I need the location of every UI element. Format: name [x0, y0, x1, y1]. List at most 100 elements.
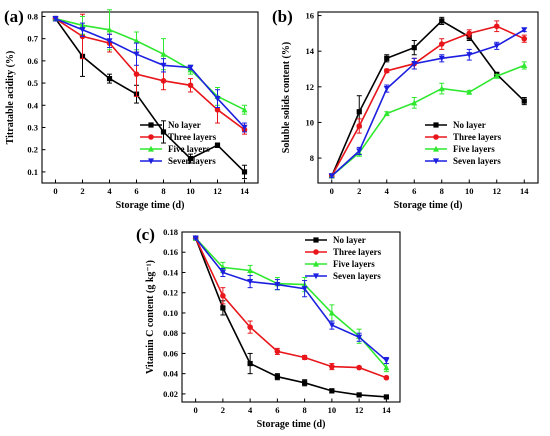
data-point — [356, 123, 363, 129]
plot-frame — [181, 231, 401, 403]
y-axis-title: Titratable acidity (%) — [5, 51, 16, 145]
data-point — [133, 71, 140, 77]
data-point — [220, 292, 226, 299]
legend-label: Five layers — [333, 259, 375, 269]
data-point — [383, 357, 390, 364]
data-point — [247, 278, 254, 285]
x-tick-label: 6 — [275, 405, 279, 415]
series-line — [195, 237, 388, 369]
data-point — [356, 334, 363, 341]
data-point — [214, 96, 221, 102]
data-point — [438, 85, 445, 92]
data-point — [160, 62, 167, 69]
x-axis-title: Storage time (d) — [116, 200, 185, 211]
legend-marker — [148, 134, 154, 140]
legend-label: Five layers — [168, 144, 210, 154]
data-point — [274, 374, 280, 380]
plot-frame — [41, 11, 259, 184]
data-point — [241, 106, 248, 113]
y-tick-label: 0.4 — [27, 100, 38, 110]
data-point — [220, 305, 226, 311]
series-three-layers — [52, 13, 248, 135]
panel-b: (b) 0 2 4 6 8 10 12 14 8 10 12 14 16 Storage time (d) S… — [272, 7, 539, 211]
legend-marker — [433, 158, 439, 165]
x-tick-label: 8 — [303, 405, 307, 415]
legend: No layer Three layers Five layers Seven lay… — [425, 120, 502, 166]
data-point — [187, 82, 194, 89]
series-three-layers — [328, 20, 528, 179]
y-tick-label: 0.02 — [163, 389, 178, 399]
data-point — [356, 364, 362, 371]
data-point — [493, 23, 500, 30]
panel-a: (a) 0 2 4 6 8 10 12 14 0.1 0.2 0.3 0.4 0.5 0.6 0.7 0.8 St… — [4, 7, 259, 211]
data-point — [493, 72, 500, 79]
series-seven-layers — [52, 15, 248, 133]
legend-label: Five layers — [453, 144, 495, 154]
y-tick-label: 0.06 — [163, 348, 178, 358]
legend-marker — [313, 249, 319, 255]
data-point — [241, 124, 248, 131]
data-point — [133, 51, 140, 58]
series-line — [55, 18, 245, 131]
series-three-layers — [192, 235, 390, 381]
data-point — [383, 364, 390, 371]
series-line — [194, 237, 387, 398]
y-tick-label: 10 — [306, 117, 315, 127]
data-point — [411, 99, 418, 106]
x-tick-label: 8 — [161, 186, 165, 196]
legend-marker — [313, 260, 319, 267]
legend-label: Three layers — [168, 132, 217, 142]
plot-frame — [317, 11, 539, 184]
y-tick-label: 0.18 — [163, 227, 178, 237]
data-point — [438, 55, 445, 62]
y-tick-label: 0.5 — [27, 78, 38, 88]
y-tick-label: 8 — [310, 153, 314, 163]
y-tick-label: 0.6 — [27, 56, 38, 66]
data-point — [187, 64, 194, 71]
legend-label: Three layers — [453, 132, 502, 142]
series-line — [331, 29, 525, 177]
series-five-layers — [328, 61, 528, 179]
data-point — [133, 37, 140, 44]
x-tick-label: 0 — [53, 186, 57, 196]
data-point — [214, 106, 221, 113]
data-point — [383, 374, 390, 381]
x-tick-label: 12 — [355, 405, 364, 415]
data-point — [411, 45, 417, 51]
y-tick-label: 0.14 — [163, 267, 179, 277]
x-tick-label: 12 — [213, 186, 222, 196]
legend-label: No layer — [453, 120, 486, 130]
data-point — [247, 324, 253, 330]
legend-marker — [433, 122, 439, 128]
data-point — [384, 55, 390, 61]
data-point — [79, 27, 86, 33]
data-point — [192, 235, 199, 242]
series-line — [55, 17, 246, 129]
y-tick-label: 0.08 — [163, 328, 178, 338]
data-point — [383, 394, 389, 400]
data-point — [356, 109, 362, 115]
x-tick-label: 0 — [194, 405, 198, 415]
data-point — [274, 348, 281, 355]
legend-label: No layer — [333, 235, 366, 245]
legend-marker — [148, 158, 154, 165]
legend-label: Seven layers — [168, 156, 216, 166]
x-tick-label: 10 — [465, 186, 474, 196]
x-tick-label: 14 — [240, 186, 249, 196]
y-tick-label: 0.2 — [27, 145, 38, 155]
data-point — [466, 30, 473, 37]
y-tick-label: 0.10 — [163, 308, 178, 318]
legend-marker — [313, 273, 319, 280]
series-line — [331, 64, 525, 177]
series-line — [194, 237, 387, 379]
legend: No layer Three layers Five layers Seven lay… — [140, 120, 217, 166]
x-tick-label: 14 — [520, 186, 529, 196]
series-seven-layers — [192, 235, 390, 365]
x-tick-label: 2 — [357, 186, 361, 196]
x-tick-label: 2 — [221, 405, 225, 415]
y-tick-label: 0.7 — [27, 34, 38, 44]
data-point — [383, 110, 390, 117]
data-point — [521, 35, 528, 42]
data-point — [241, 169, 248, 175]
